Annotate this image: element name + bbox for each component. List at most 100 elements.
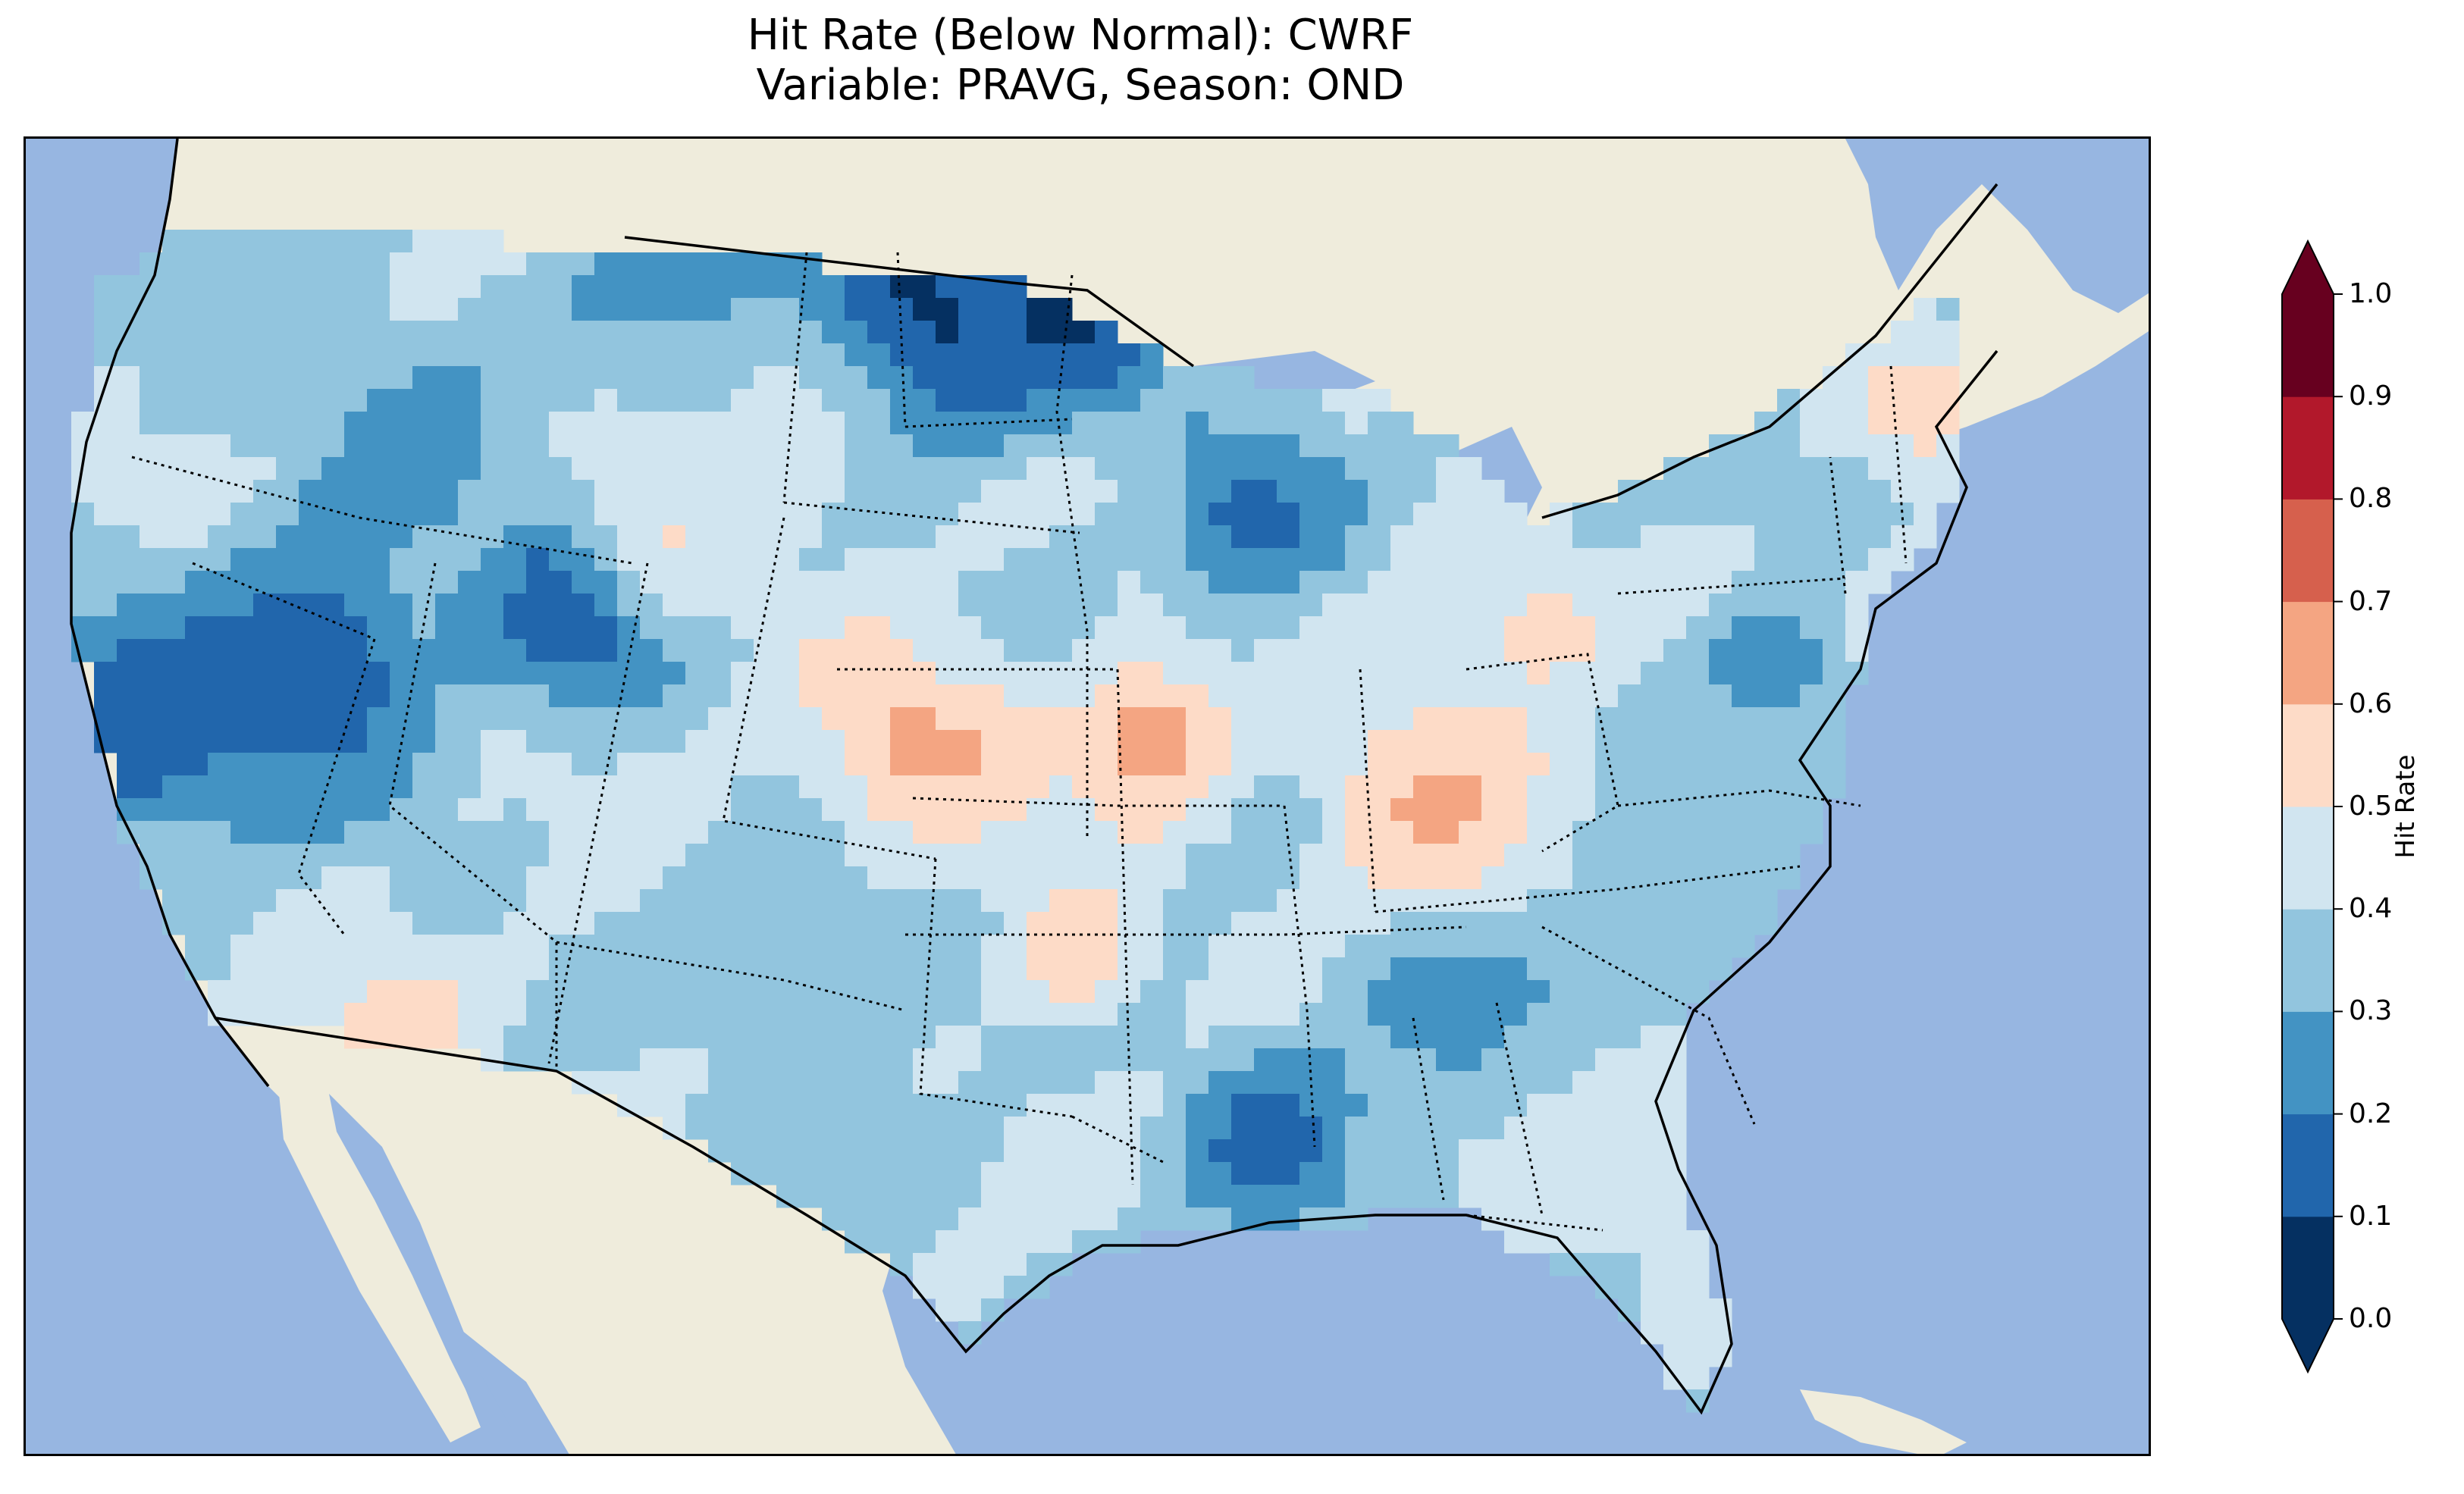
heat-cell — [754, 548, 777, 572]
heat-cell — [685, 457, 709, 481]
heat-cell — [799, 525, 823, 549]
heat-cell — [799, 389, 823, 412]
heat-cell — [1914, 389, 1937, 412]
heat-cell — [549, 457, 572, 481]
heat-cell — [208, 321, 231, 344]
heat-cell — [1368, 503, 1391, 526]
heat-cell — [549, 548, 572, 572]
heat-cell — [1413, 525, 1437, 549]
heat-cell — [1527, 525, 1550, 549]
heat-cell — [617, 321, 641, 344]
heat-cell — [1004, 457, 1027, 481]
heat-cell — [822, 480, 845, 503]
title-line-2: Variable: PRAVG, Season: OND — [756, 61, 1405, 110]
colorbar-bin — [2282, 909, 2334, 1012]
heat-cell — [685, 525, 709, 549]
heat-cell — [845, 321, 868, 344]
heat-cell — [140, 366, 163, 390]
heat-cell — [1004, 434, 1027, 458]
heat-cell — [1459, 548, 1482, 572]
heat-cell — [1186, 389, 1209, 412]
heat-cell — [1186, 457, 1209, 481]
heat-cell — [1163, 457, 1187, 481]
heat-cell — [458, 275, 481, 299]
heat-cell — [1322, 389, 1346, 412]
heat-cell — [776, 321, 800, 344]
heat-cell — [230, 275, 254, 299]
heat-cell — [890, 480, 914, 503]
heat-cell — [549, 389, 572, 412]
heat-cell — [731, 412, 754, 435]
heat-cell — [367, 230, 390, 253]
heat-cell — [299, 343, 322, 367]
heat-cell — [321, 389, 345, 412]
heat-cell — [708, 366, 732, 390]
heat-cell — [799, 343, 823, 367]
heat-cell — [1095, 389, 1118, 412]
heat-cell — [140, 298, 163, 321]
heat-cell — [640, 343, 663, 367]
heat-cell — [1299, 412, 1323, 435]
heat-cell — [1163, 412, 1187, 435]
heat-cell — [640, 434, 663, 458]
heat-cell — [1208, 457, 1232, 481]
heat-cell — [1641, 548, 1664, 572]
heat-cell — [958, 480, 982, 503]
heat-cell — [1095, 321, 1118, 344]
heat-cell — [663, 321, 686, 344]
heat-cell — [503, 321, 527, 344]
heat-cell — [1800, 480, 1823, 503]
heat-cell — [1595, 525, 1619, 549]
heat-cell — [754, 298, 777, 321]
heat-cell — [776, 457, 800, 481]
heat-cell — [1504, 503, 1528, 526]
heat-cell — [1049, 298, 1073, 321]
chart-title: Hit Rate (Below Normal): CWRF Variable: … — [0, 11, 2161, 111]
heat-cell — [117, 480, 140, 503]
heat-cell — [162, 230, 186, 253]
heat-cell — [412, 503, 436, 526]
heat-cell — [390, 343, 413, 367]
heat-cell — [344, 480, 368, 503]
heat-cell — [981, 434, 1005, 458]
heat-cell — [1914, 457, 1937, 481]
heat-cell — [617, 275, 641, 299]
heat-cell — [1595, 548, 1619, 572]
heat-cell — [1413, 457, 1437, 481]
heat-cell — [208, 412, 231, 435]
heat-cell — [1345, 525, 1368, 549]
heat-cell — [71, 434, 95, 458]
heat-cell — [822, 412, 845, 435]
heat-cell — [1095, 343, 1118, 367]
map-canvas — [26, 139, 2149, 1454]
heat-cell — [481, 480, 504, 503]
heat-cell — [503, 412, 527, 435]
heat-cell — [481, 525, 504, 549]
heat-cell — [1322, 548, 1346, 572]
heat-cell — [731, 434, 754, 458]
heat-cell — [94, 480, 118, 503]
heat-cell — [117, 525, 140, 549]
heat-cell — [1777, 480, 1801, 503]
heat-cell — [1231, 503, 1255, 526]
heat-cell — [208, 252, 231, 276]
heat-cell — [731, 457, 754, 481]
heat-cell — [776, 503, 800, 526]
heat-cell — [867, 457, 891, 481]
heat-cell — [185, 343, 208, 367]
heat-cell — [1777, 434, 1801, 458]
heat-cell — [1936, 457, 1960, 481]
heat-cell — [390, 525, 413, 549]
heat-cell — [1027, 298, 1050, 321]
heat-cell — [1777, 503, 1801, 526]
heat-cell — [1368, 525, 1391, 549]
title-line-1: Hit Rate (Below Normal): CWRF — [747, 11, 1414, 60]
heat-cell — [253, 298, 277, 321]
heat-cell — [117, 366, 140, 390]
heat-cell — [344, 434, 368, 458]
heat-cell — [1118, 412, 1141, 435]
heat-cell — [185, 275, 208, 299]
heat-cell — [1823, 457, 1846, 481]
heat-cell — [731, 252, 754, 276]
heat-cell — [799, 548, 823, 572]
